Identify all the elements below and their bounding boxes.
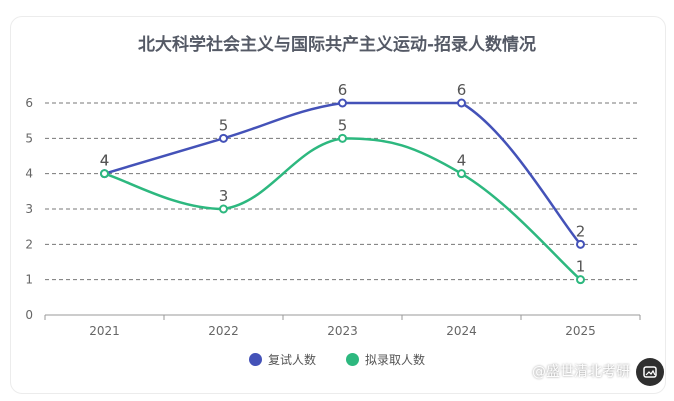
data-point-1-1[interactable] <box>219 204 228 214</box>
data-label-0-2: 6 <box>338 81 348 99</box>
data-label-1-2: 5 <box>338 116 348 134</box>
image-button[interactable] <box>636 358 664 386</box>
x-tick-label-4: 2025 <box>565 324 596 338</box>
y-tick-label-6: 6 <box>25 96 33 110</box>
data-label-0-4: 2 <box>576 222 586 240</box>
data-point-0-3[interactable] <box>457 98 466 108</box>
y-tick-label-1: 1 <box>25 273 33 287</box>
legend-label-0: 复试人数 <box>267 353 316 367</box>
chart-card <box>10 16 666 394</box>
data-label-1-0: 4 <box>100 152 110 170</box>
data-point-1-4[interactable] <box>576 275 585 285</box>
data-point-0-1[interactable] <box>219 133 228 143</box>
data-point-1-0[interactable] <box>100 169 109 179</box>
data-label-0-1: 5 <box>219 116 229 134</box>
data-label-0-0: 4 <box>100 152 110 170</box>
x-tick-label-1: 2022 <box>208 324 239 338</box>
data-label-1-1: 3 <box>219 187 229 205</box>
chart-title: 北大科学社会主义与国际共产主义运动-招录人数情况 <box>137 35 537 55</box>
legend-label-1: 拟录取人数 <box>365 353 426 367</box>
data-label-1-4: 1 <box>576 258 586 276</box>
x-tick-label-0: 2021 <box>89 324 120 338</box>
legend-item-series-1[interactable]: 拟录取人数 <box>346 351 425 368</box>
legend-swatch-0 <box>248 353 262 366</box>
x-tick-label-3: 2024 <box>446 324 477 338</box>
y-tick-label-3: 3 <box>25 202 33 216</box>
data-label-0-3: 6 <box>457 81 467 99</box>
legend: 复试人数 拟录取人数 <box>0 351 674 368</box>
data-label-1-3: 4 <box>457 152 467 170</box>
x-tick-label-2: 2023 <box>327 324 358 338</box>
y-tick-label-2: 2 <box>25 237 33 251</box>
data-point-0-2[interactable] <box>338 98 347 108</box>
y-tick-label-0: 0 <box>25 308 33 322</box>
image-icon <box>643 366 657 378</box>
y-tick-label-5: 5 <box>25 131 33 145</box>
legend-item-series-0[interactable]: 复试人数 <box>248 351 316 368</box>
data-point-0-4[interactable] <box>576 239 585 249</box>
watermark: @盛世清北考研 <box>532 364 630 380</box>
data-point-1-3[interactable] <box>457 169 466 179</box>
data-point-1-2[interactable] <box>338 133 347 143</box>
legend-swatch-1 <box>346 353 359 366</box>
y-tick-label-4: 4 <box>25 167 33 181</box>
